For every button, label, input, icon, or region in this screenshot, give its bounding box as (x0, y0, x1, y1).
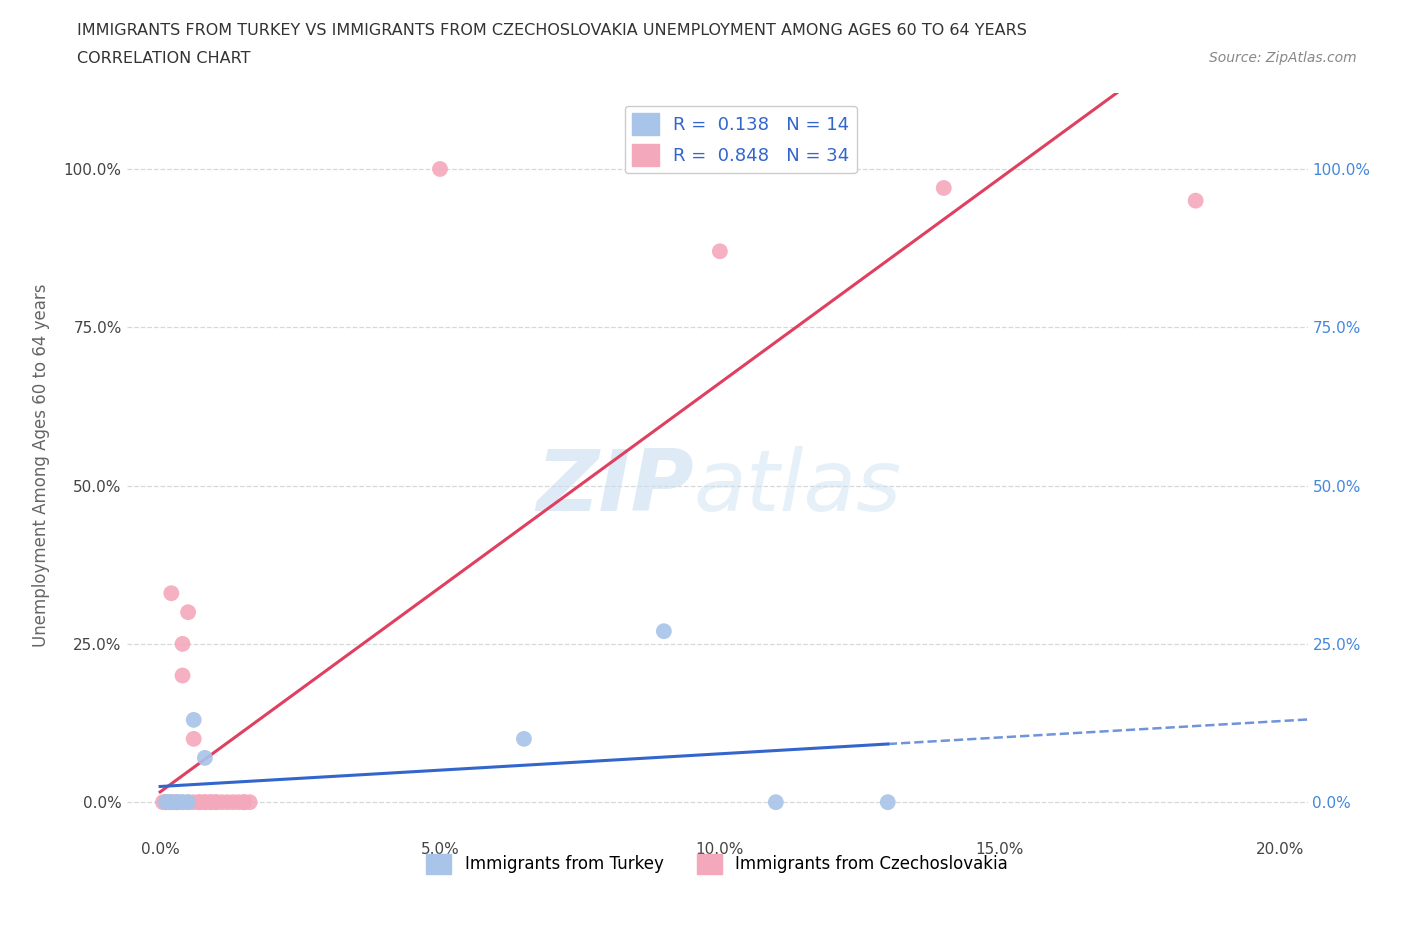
Point (172, 668, 194, 683)
Point (166, 795, 188, 810)
Text: ZIP: ZIP (536, 445, 693, 529)
Point (155, 795, 177, 810)
Point (239, 795, 262, 810)
Point (233, 795, 256, 810)
Point (177, 795, 200, 810)
Point (709, 244, 731, 259)
Y-axis label: Unemployment Among Ages 60 to 64 years: Unemployment Among Ages 60 to 64 years (32, 284, 49, 646)
Point (188, 795, 211, 810)
Point (166, 795, 188, 810)
Point (429, 162, 451, 177)
Point (152, 795, 174, 810)
Legend: Immigrants from Turkey, Immigrants from Czechoslovakia: Immigrants from Turkey, Immigrants from … (419, 847, 1015, 881)
Point (155, 795, 177, 810)
Point (160, 795, 183, 810)
Text: IMMIGRANTS FROM TURKEY VS IMMIGRANTS FROM CZECHOSLOVAKIA UNEMPLOYMENT AMONG AGES: IMMIGRANTS FROM TURKEY VS IMMIGRANTS FRO… (77, 23, 1028, 38)
Point (172, 795, 194, 810)
Point (200, 795, 222, 810)
Point (166, 795, 188, 810)
Point (205, 795, 228, 810)
Point (652, 624, 675, 639)
Point (233, 795, 256, 810)
Point (765, 795, 787, 810)
Point (1184, 193, 1206, 208)
Point (217, 795, 239, 810)
Text: Source: ZipAtlas.com: Source: ZipAtlas.com (1209, 51, 1357, 65)
Point (183, 795, 205, 810)
Point (177, 604, 200, 619)
Point (876, 795, 898, 810)
Point (172, 795, 194, 810)
Point (200, 795, 222, 810)
Point (166, 795, 188, 810)
Point (172, 636, 194, 651)
Text: atlas: atlas (693, 445, 901, 529)
Point (932, 180, 955, 195)
Point (513, 731, 536, 746)
Point (188, 795, 211, 810)
Point (160, 586, 183, 601)
Point (160, 795, 183, 810)
Point (183, 712, 205, 727)
Point (177, 795, 200, 810)
Point (228, 795, 250, 810)
Point (194, 795, 217, 810)
Point (205, 795, 228, 810)
Point (157, 795, 180, 810)
Point (211, 795, 233, 810)
Text: CORRELATION CHART: CORRELATION CHART (77, 51, 250, 66)
Point (155, 795, 177, 810)
Point (222, 795, 245, 810)
Point (194, 751, 217, 765)
Point (155, 795, 177, 810)
Point (194, 795, 217, 810)
Point (183, 731, 205, 746)
Point (160, 795, 183, 810)
